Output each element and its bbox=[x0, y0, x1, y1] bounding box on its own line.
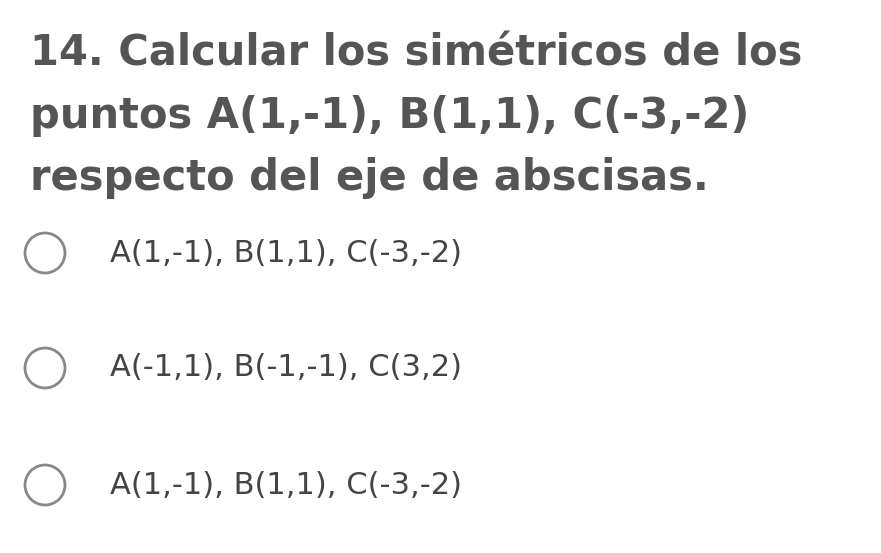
Circle shape bbox=[25, 348, 65, 388]
Text: A(1,-1), B(1,1), C(-3,-2): A(1,-1), B(1,1), C(-3,-2) bbox=[110, 471, 462, 499]
Text: respecto del eje de abscisas.: respecto del eje de abscisas. bbox=[30, 157, 708, 199]
Circle shape bbox=[25, 465, 65, 505]
Text: A(1,-1), B(1,1), C(-3,-2): A(1,-1), B(1,1), C(-3,-2) bbox=[110, 238, 462, 268]
Text: puntos A(1,-1), B(1,1), C(-3,-2): puntos A(1,-1), B(1,1), C(-3,-2) bbox=[30, 95, 750, 137]
Text: 14. Calcular los simétricos de los: 14. Calcular los simétricos de los bbox=[30, 33, 803, 75]
Circle shape bbox=[25, 233, 65, 273]
Text: A(-1,1), B(-1,-1), C(3,2): A(-1,1), B(-1,-1), C(3,2) bbox=[110, 353, 462, 383]
